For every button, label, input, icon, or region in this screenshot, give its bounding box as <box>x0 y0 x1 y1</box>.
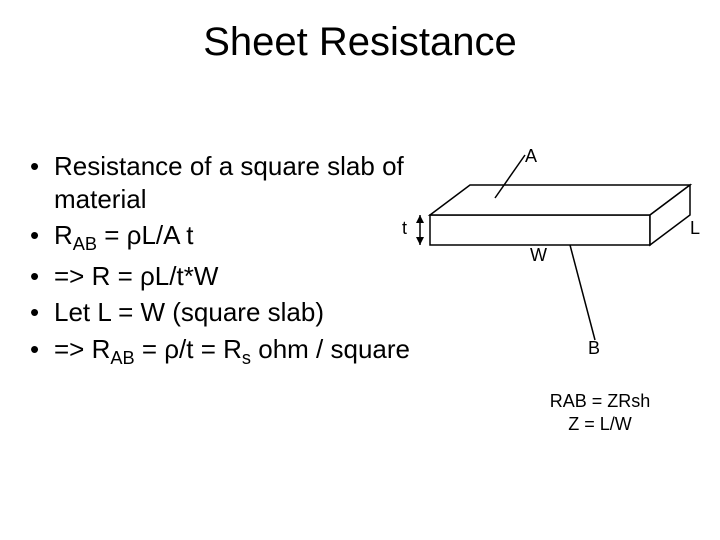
label-a: A <box>525 146 537 167</box>
bullet-item: • => RAB = ρ/t = Rs ohm / square <box>30 333 410 370</box>
slide: Sheet Resistance • Resistance of a squar… <box>0 0 720 540</box>
bullet-dot: • <box>30 219 54 252</box>
bullet-item: • => R = ρL/t*W <box>30 260 410 293</box>
slab-svg <box>400 150 700 380</box>
caption-line-2: Z = L/W <box>520 413 680 436</box>
slab-front-face <box>430 215 650 245</box>
label-b: B <box>588 338 600 359</box>
bullet-dot: • <box>30 333 54 366</box>
bullet-dot: • <box>30 260 54 293</box>
bullet-text: => RAB = ρ/t = Rs ohm / square <box>54 333 410 370</box>
bullet-item: • Let L = W (square slab) <box>30 296 410 329</box>
bullet-dot: • <box>30 296 54 329</box>
caption-line-1: RAB = ZRsh <box>520 390 680 413</box>
pointer-b <box>570 245 595 340</box>
bullet-dot: • <box>30 150 54 183</box>
label-l: L <box>690 218 700 239</box>
slide-title: Sheet Resistance <box>0 20 720 65</box>
slab-top-face <box>430 185 690 215</box>
bullet-text: RAB = ρL/A t <box>54 219 410 256</box>
slab-diagram: A t W L B RAB = ZRsh Z = L/W <box>400 150 700 500</box>
bullet-item: • Resistance of a square slab of materia… <box>30 150 410 215</box>
arrow-t-head-up <box>416 215 424 223</box>
bullet-text: => R = ρL/t*W <box>54 260 410 293</box>
arrow-t-head-down <box>416 237 424 245</box>
bullet-list: • Resistance of a square slab of materia… <box>30 150 410 374</box>
label-t: t <box>402 218 407 239</box>
diagram-caption: RAB = ZRsh Z = L/W <box>520 390 680 437</box>
bullet-text: Let L = W (square slab) <box>54 296 410 329</box>
label-w: W <box>530 245 547 266</box>
bullet-text: Resistance of a square slab of material <box>54 150 410 215</box>
bullet-item: • RAB = ρL/A t <box>30 219 410 256</box>
